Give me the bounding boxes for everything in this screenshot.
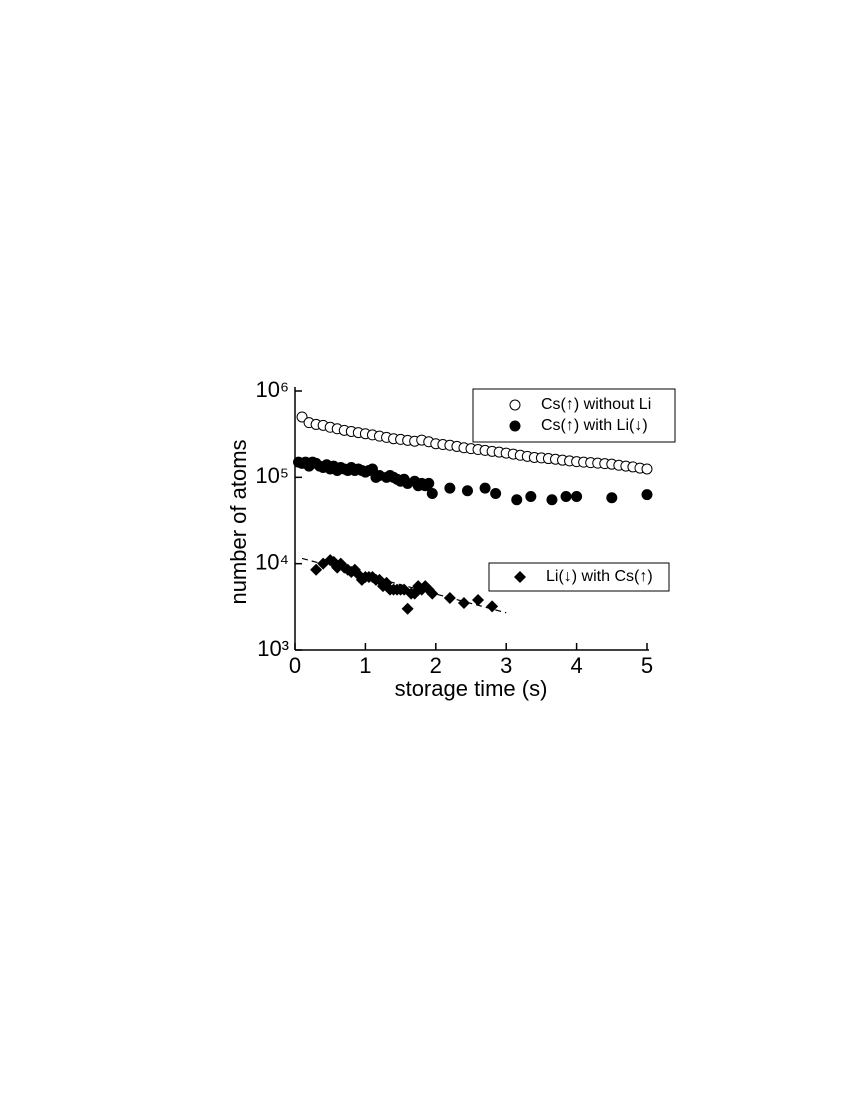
x-axis-title: storage time (s) — [395, 676, 548, 701]
point — [641, 489, 653, 501]
point — [479, 482, 491, 494]
point — [606, 492, 618, 504]
point — [511, 494, 523, 506]
point — [546, 494, 558, 506]
x-tick-label: 1 — [359, 653, 371, 678]
point — [560, 490, 572, 502]
point — [641, 463, 653, 475]
point — [486, 600, 499, 613]
legend-label: Li(↓) with Cs(↑) — [546, 568, 653, 585]
legend-box — [472, 388, 676, 443]
x-tick-label: 5 — [641, 653, 653, 678]
point — [457, 597, 470, 610]
point — [461, 485, 473, 497]
x-tick-label: 0 — [289, 653, 301, 678]
legend-symbol — [509, 399, 521, 411]
legend-label: Cs(↑) with Li(↓) — [541, 417, 648, 434]
y-tick-label: 10³ — [257, 636, 289, 661]
x-tick-label: 3 — [500, 653, 512, 678]
point — [472, 593, 485, 606]
y-tick-label: 10⁶ — [255, 377, 289, 402]
point — [571, 490, 583, 502]
point — [426, 487, 438, 499]
y-axis-title: number of atoms — [226, 439, 251, 604]
y-tick-label: 10⁵ — [255, 463, 289, 488]
x-tick-label: 2 — [430, 653, 442, 678]
point — [401, 602, 414, 615]
point — [310, 563, 323, 576]
legend-symbol — [509, 420, 521, 432]
y-tick-label: 10⁴ — [255, 549, 289, 574]
point — [525, 490, 537, 502]
legend-symbol — [514, 571, 526, 583]
x-tick-label: 4 — [570, 653, 582, 678]
point — [490, 487, 502, 499]
point — [426, 587, 439, 600]
point — [423, 477, 435, 489]
point — [444, 482, 456, 494]
legend-label: Cs(↑) without Li — [541, 396, 651, 413]
point — [443, 592, 456, 605]
point — [296, 411, 308, 423]
